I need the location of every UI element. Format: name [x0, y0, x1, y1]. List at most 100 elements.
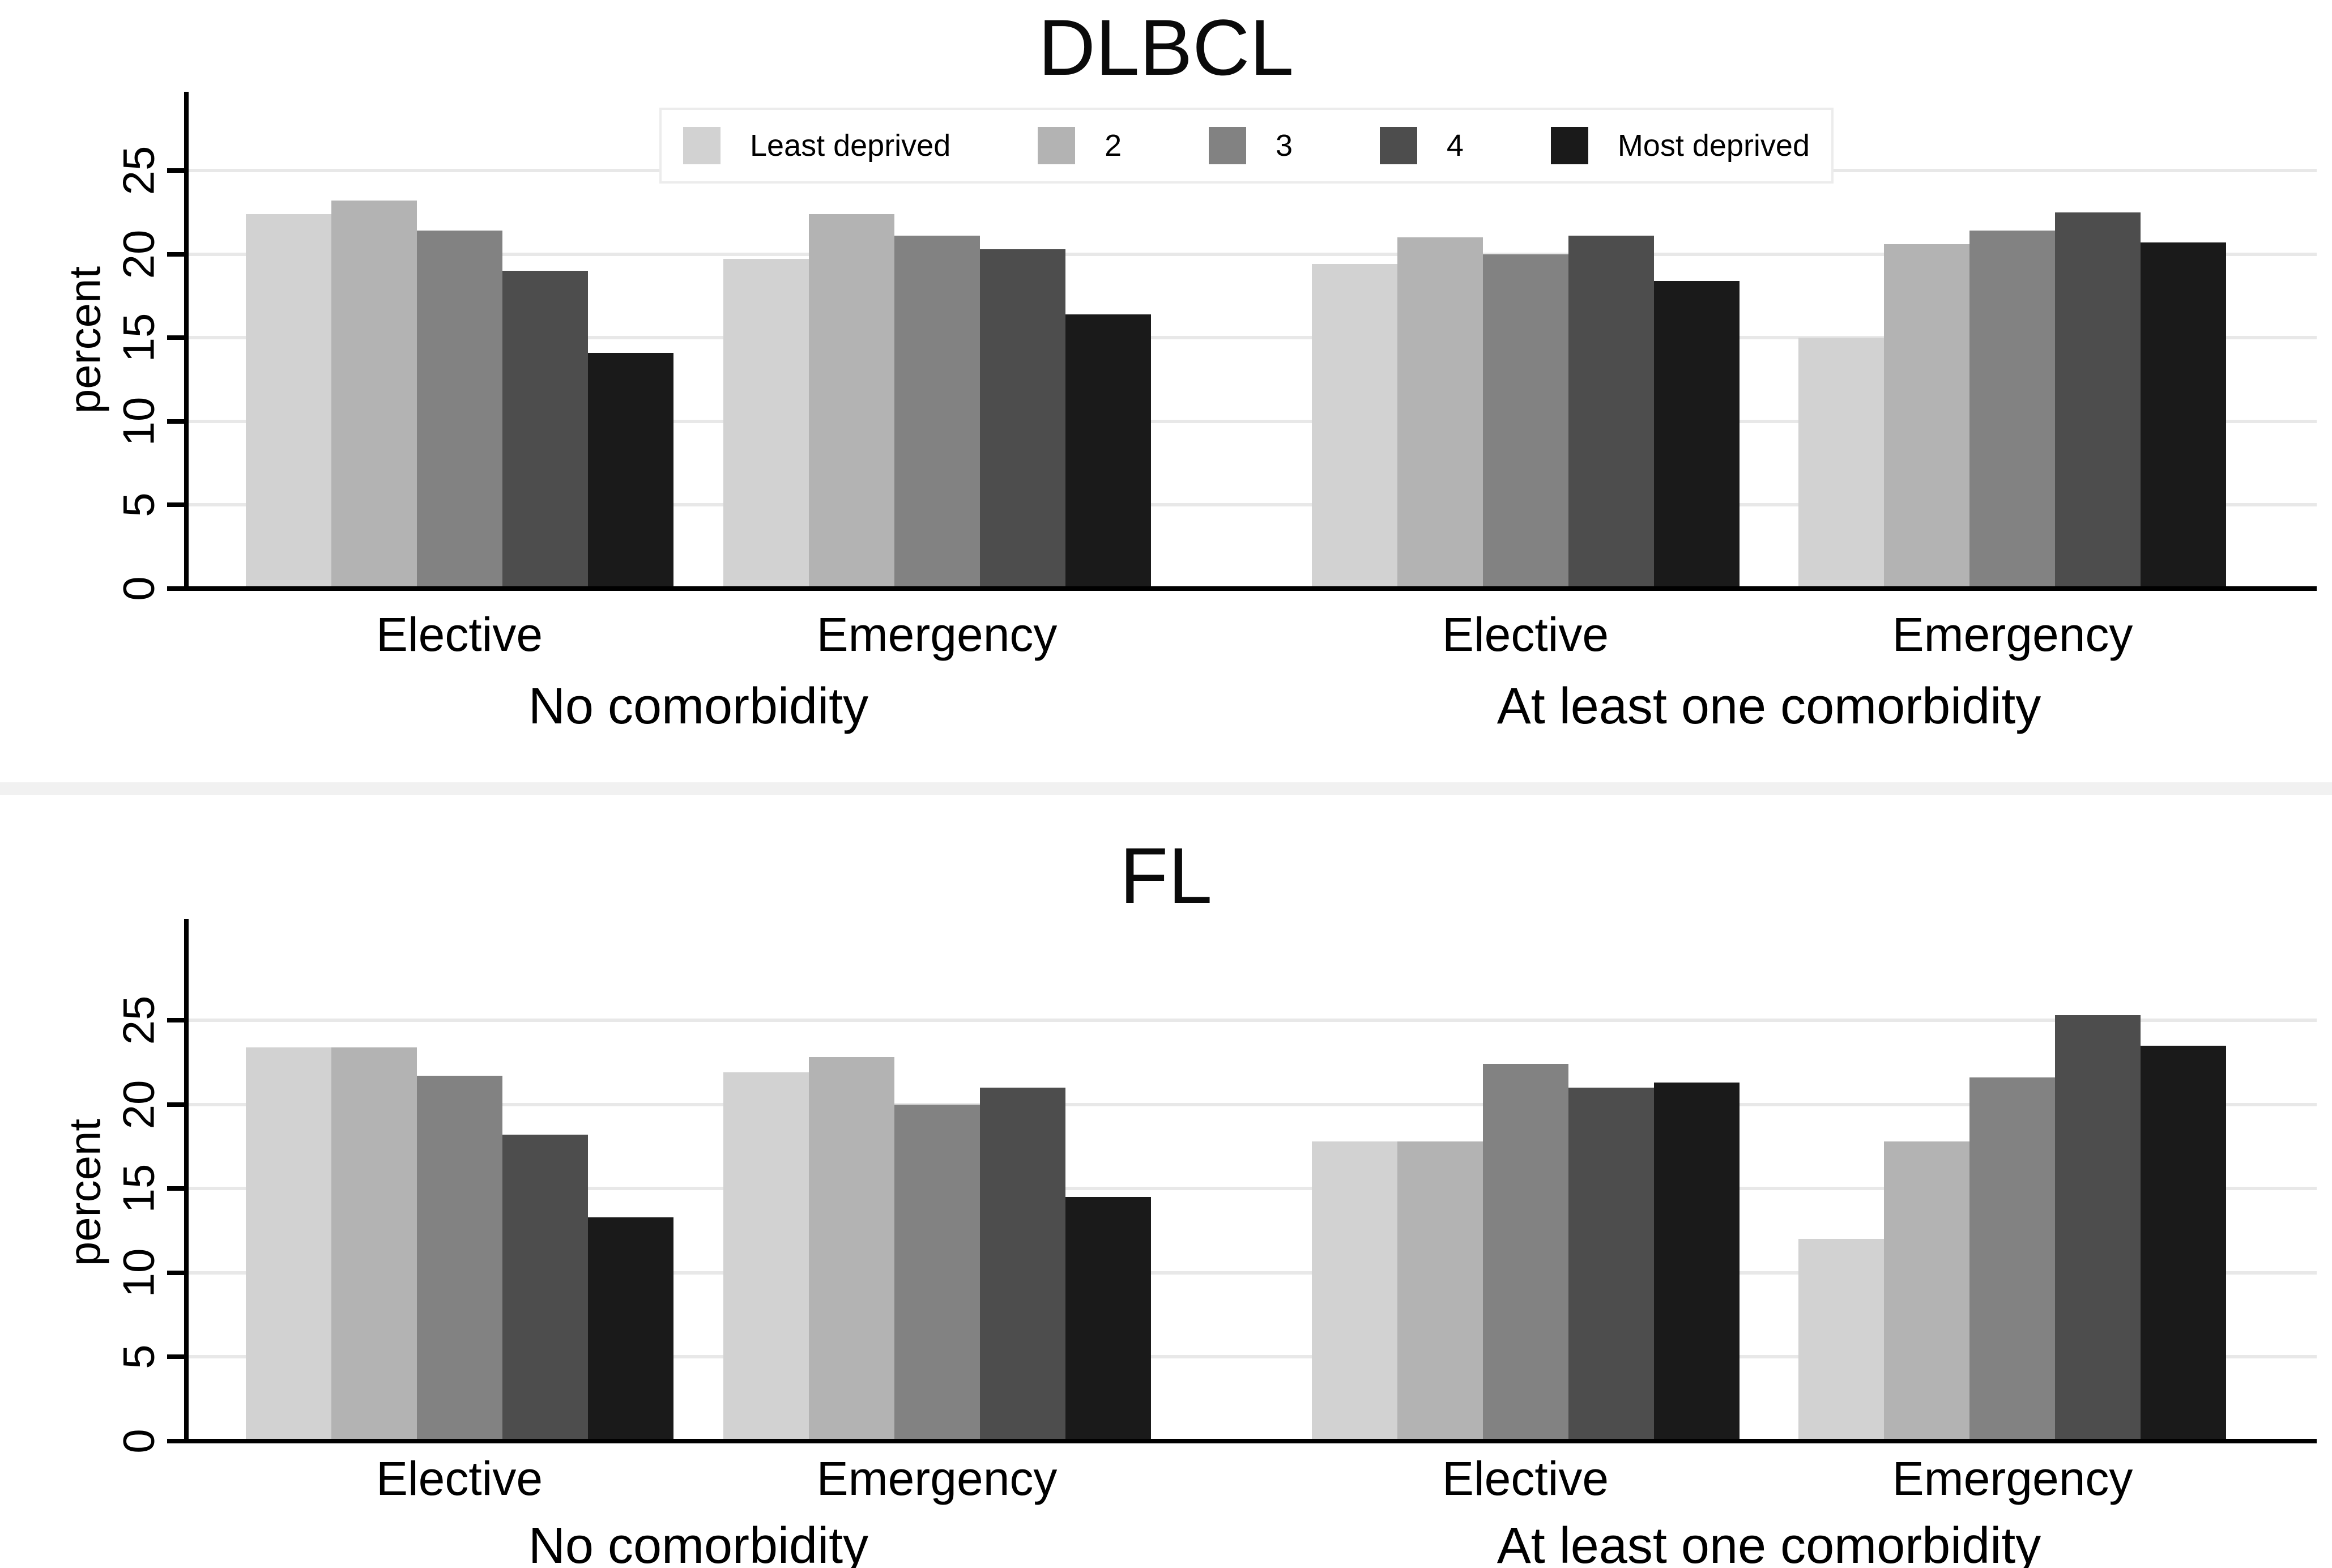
bar-4: [1568, 1087, 1654, 1441]
y-tick-label: 25: [113, 995, 164, 1045]
y-tick: [167, 419, 189, 424]
x-category-label: Elective: [1442, 1452, 1609, 1505]
bar-most-deprived: [1065, 314, 1151, 589]
bar-least-deprived: [723, 259, 809, 589]
y-axis-title-fl: percent: [59, 1118, 110, 1267]
gridline-15: [189, 1187, 2317, 1191]
panel-separator: [0, 782, 2332, 795]
legend-swatch-3-icon: [1209, 127, 1247, 164]
gridline-5: [189, 503, 2317, 507]
legend-swatch-least-deprived-icon: [683, 127, 721, 164]
bar-3: [1969, 231, 2055, 589]
legend: Least deprived 2 3 4 Most deprived: [659, 108, 1834, 184]
bar-4: [502, 1135, 588, 1441]
bar-3: [894, 1104, 980, 1441]
y-tick-label: 5: [113, 492, 164, 518]
bar-4: [980, 249, 1065, 589]
bar-least-deprived: [723, 1072, 809, 1441]
legend-swatch-4-icon: [1379, 127, 1417, 164]
y-tick: [167, 252, 189, 257]
bar-least-deprived: [1312, 264, 1397, 589]
y-tick-label: 0: [113, 1429, 164, 1454]
y-tick: [167, 1354, 189, 1360]
x-group-label: At least one comorbidity: [1497, 678, 2041, 735]
legend-label: 2: [1105, 129, 1122, 163]
legend-item-4: 4: [1379, 127, 1464, 164]
y-tick: [167, 502, 189, 508]
y-tick: [167, 1018, 189, 1022]
legend-item-least-deprived: Least deprived: [683, 127, 950, 164]
bar-3: [1969, 1077, 2055, 1441]
bar-least-deprived: [1798, 338, 1884, 589]
legend-item-2: 2: [1038, 127, 1122, 164]
y-tick-label: 25: [113, 146, 164, 195]
bar-2: [809, 214, 894, 589]
x-axis: [184, 586, 2317, 591]
bar-most-deprived: [2141, 1045, 2226, 1441]
bar-2: [809, 1057, 894, 1441]
y-tick-label: 15: [113, 1164, 164, 1213]
gridline-10: [189, 419, 2317, 423]
x-axis: [184, 1439, 2317, 1443]
x-category-label: Emergency: [816, 1452, 1058, 1505]
bar-3: [1483, 1064, 1568, 1441]
y-tick: [167, 586, 189, 591]
y-tick-label: 15: [113, 313, 164, 363]
x-category-label: Elective: [376, 608, 543, 661]
bar-2: [331, 1047, 417, 1441]
bar-least-deprived: [246, 1047, 331, 1441]
bar-least-deprived: [1798, 1239, 1884, 1441]
y-axis: [184, 92, 189, 591]
gridline-20: [189, 252, 2317, 256]
x-category-label: Emergency: [1892, 608, 2133, 661]
x-category-label: Emergency: [816, 608, 1058, 661]
x-group-label: No comorbidity: [528, 1518, 869, 1568]
y-tick-label: 0: [113, 576, 164, 601]
bar-least-deprived: [246, 214, 331, 589]
bar-4: [502, 271, 588, 589]
bar-most-deprived: [1654, 280, 1740, 589]
gridline-15: [189, 336, 2317, 340]
bar-2: [1397, 237, 1483, 589]
bar-most-deprived: [588, 1217, 673, 1441]
y-tick-label: 10: [113, 1248, 164, 1298]
x-category-label: Elective: [376, 1452, 543, 1505]
legend-swatch-most-deprived-icon: [1550, 127, 1588, 164]
bar-most-deprived: [2141, 242, 2226, 589]
y-tick: [167, 335, 189, 340]
bar-2: [331, 201, 417, 589]
gridline-10: [189, 1271, 2317, 1275]
bar-3: [894, 236, 980, 589]
bar-2: [1397, 1141, 1483, 1441]
y-tick-label: 10: [113, 397, 164, 446]
y-axis: [184, 919, 189, 1443]
y-tick: [167, 1270, 189, 1275]
gridline-5: [189, 1355, 2317, 1359]
x-category-label: Emergency: [1892, 1452, 2133, 1505]
x-category-label: Elective: [1442, 608, 1609, 661]
bar-3: [1483, 254, 1568, 589]
legend-label: 4: [1446, 129, 1464, 163]
bar-most-deprived: [1065, 1197, 1151, 1441]
x-group-label: At least one comorbidity: [1497, 1518, 2041, 1568]
bar-3: [417, 231, 502, 589]
bar-most-deprived: [588, 352, 673, 589]
gridline-25: [189, 1019, 2317, 1022]
bar-2: [1884, 244, 1969, 589]
bar-most-deprived: [1654, 1082, 1740, 1441]
legend-swatch-2-icon: [1038, 127, 1076, 164]
bar-3: [417, 1076, 502, 1441]
legend-label: 3: [1276, 129, 1293, 163]
legend-item-3: 3: [1209, 127, 1293, 164]
bar-least-deprived: [1312, 1141, 1397, 1441]
legend-label: Least deprived: [750, 129, 951, 163]
bar-4: [2055, 212, 2141, 589]
y-tick: [167, 168, 189, 173]
y-tick-label: 5: [113, 1344, 164, 1370]
y-tick-label: 20: [113, 1080, 164, 1129]
legend-item-most-deprived: Most deprived: [1550, 127, 1810, 164]
bar-4: [1568, 236, 1654, 589]
x-group-label: No comorbidity: [528, 678, 869, 735]
bar-4: [980, 1087, 1065, 1441]
